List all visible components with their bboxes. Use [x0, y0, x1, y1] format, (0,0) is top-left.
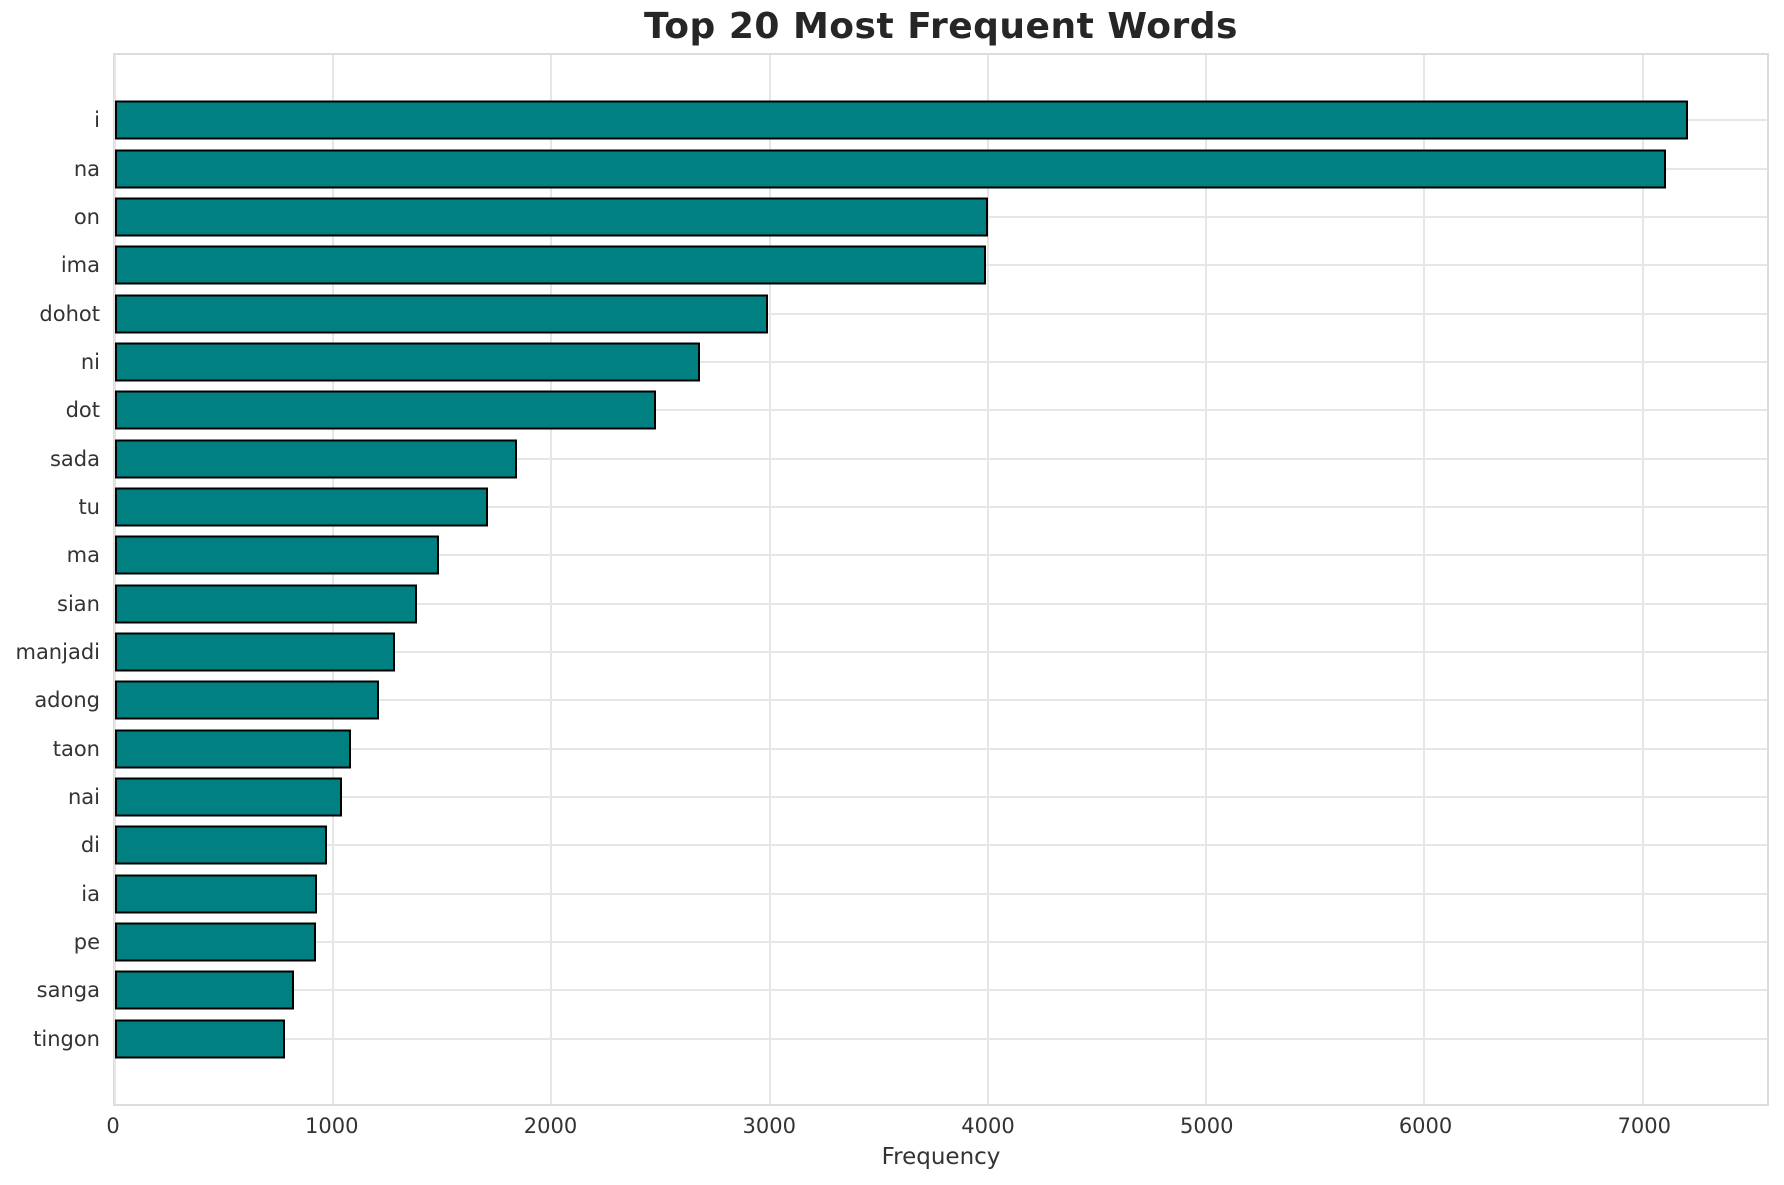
y-tick-label: tu — [78, 494, 100, 519]
h-gridline — [115, 457, 1767, 460]
v-gridline — [114, 55, 116, 1104]
frequency-bar — [115, 294, 768, 334]
frequency-bar — [115, 342, 700, 382]
y-tick-label: pe — [73, 930, 100, 955]
v-gridline — [768, 55, 771, 1104]
bar-row: taon — [53, 724, 1767, 772]
frequency-bar — [115, 100, 1689, 140]
y-tick-label: sada — [49, 446, 100, 471]
frequency-bar — [115, 390, 657, 430]
y-tick-label: ia — [81, 881, 100, 906]
h-gridline — [115, 844, 1767, 847]
frequency-bar — [115, 535, 440, 575]
v-gridline — [1205, 55, 1208, 1104]
plot-area: i na on ima dohot ni dot sada tu ma sian manjadi ado… — [15, 53, 1769, 1106]
h-gridline — [115, 892, 1767, 895]
y-tick-label: ima — [60, 253, 100, 278]
h-gridline — [115, 312, 1767, 315]
bar-row: nai — [68, 773, 1767, 821]
x-tick-label: 0 — [106, 1114, 120, 1138]
h-gridline — [115, 989, 1767, 992]
frequency-bar — [115, 584, 418, 624]
frequency-bar — [115, 680, 380, 720]
bar-row: i — [94, 96, 1767, 144]
h-gridline — [115, 650, 1767, 653]
bar-row: sian — [57, 579, 1767, 627]
h-gridline — [115, 602, 1767, 605]
y-tick-label: ma — [66, 543, 100, 568]
h-gridline — [115, 360, 1767, 363]
frequency-bar — [115, 245, 986, 285]
frequency-bar — [115, 197, 988, 237]
x-tick-label: 4000 — [961, 1114, 1015, 1138]
y-tick-label: di — [80, 833, 100, 858]
y-tick-label: taon — [52, 736, 100, 761]
frequency-bar — [115, 149, 1666, 189]
y-tick-label: adong — [34, 688, 100, 713]
y-tick-label: dot — [65, 398, 100, 423]
bar-rows: i na on ima dohot ni dot sada tu ma sian manjadi ado… — [15, 96, 1767, 1063]
h-gridline — [115, 795, 1767, 798]
bar-row: manjadi — [15, 628, 1767, 676]
y-tick-label: tingon — [33, 1026, 100, 1051]
v-gridline — [986, 55, 989, 1104]
bar-row: on — [74, 193, 1767, 241]
y-tick-label: dohot — [39, 301, 100, 326]
bar-row: sanga — [37, 966, 1767, 1014]
y-tick-label: ni — [80, 349, 100, 374]
bar-row: ma — [67, 531, 1767, 579]
frequency-bar — [115, 632, 396, 672]
bar-row: dot — [66, 386, 1767, 434]
frequency-bar — [115, 487, 489, 527]
x-tick-label: 1000 — [305, 1114, 359, 1138]
v-gridline — [550, 55, 553, 1104]
h-gridline — [115, 1037, 1767, 1040]
y-tick-label: sian — [57, 591, 100, 616]
x-tick-label: 2000 — [523, 1114, 578, 1138]
v-gridline — [1641, 55, 1644, 1104]
frequency-bar — [115, 1019, 286, 1059]
bar-row: ima — [61, 241, 1767, 289]
h-gridline — [115, 409, 1767, 412]
x-tick-label: 5000 — [1180, 1114, 1234, 1138]
bar-row: di — [81, 821, 1767, 869]
y-tick-label: i — [94, 108, 100, 133]
h-gridline — [115, 554, 1767, 557]
bar-row: sada — [50, 434, 1767, 482]
y-tick-label: on — [73, 204, 100, 229]
bar-row: ia — [81, 870, 1767, 918]
bar-row: dohot — [39, 289, 1767, 337]
frequency-bar — [115, 729, 351, 769]
bar-row: tu — [78, 483, 1767, 531]
gridline-layer — [114, 55, 1767, 1104]
h-gridline — [115, 505, 1767, 508]
bar-row: adong — [34, 676, 1767, 724]
bar-row: na — [74, 144, 1767, 192]
bar-row: ni — [81, 338, 1767, 386]
y-tick-label: manjadi — [15, 639, 100, 664]
frequency-bar — [115, 874, 317, 914]
x-tick-label: 6000 — [1398, 1114, 1453, 1138]
x-axis-label: Frequency — [881, 1144, 1001, 1170]
x-tick-labels: 0 1000 2000 3000 4000 5000 6000 7000 — [106, 1114, 1769, 1144]
frequency-bar — [115, 777, 342, 817]
y-tick-label: na — [73, 156, 100, 181]
v-gridline — [332, 55, 335, 1104]
frequency-bar — [115, 922, 316, 962]
bar-row: tingon — [33, 1015, 1767, 1063]
y-tick-label: sanga — [36, 978, 100, 1003]
h-gridline — [115, 699, 1767, 702]
frequency-bar — [115, 439, 517, 479]
v-gridline — [1423, 55, 1426, 1104]
x-tick-label: 3000 — [742, 1114, 796, 1138]
frequency-bar — [115, 970, 294, 1010]
h-gridline — [115, 747, 1767, 750]
h-gridline — [115, 941, 1767, 944]
bar-row: pe — [74, 918, 1767, 966]
y-tick-label: nai — [67, 784, 100, 809]
chart-title: Top 20 Most Frequent Words — [644, 6, 1238, 47]
frequency-bar — [115, 825, 327, 865]
x-tick-label: 7000 — [1617, 1114, 1672, 1138]
